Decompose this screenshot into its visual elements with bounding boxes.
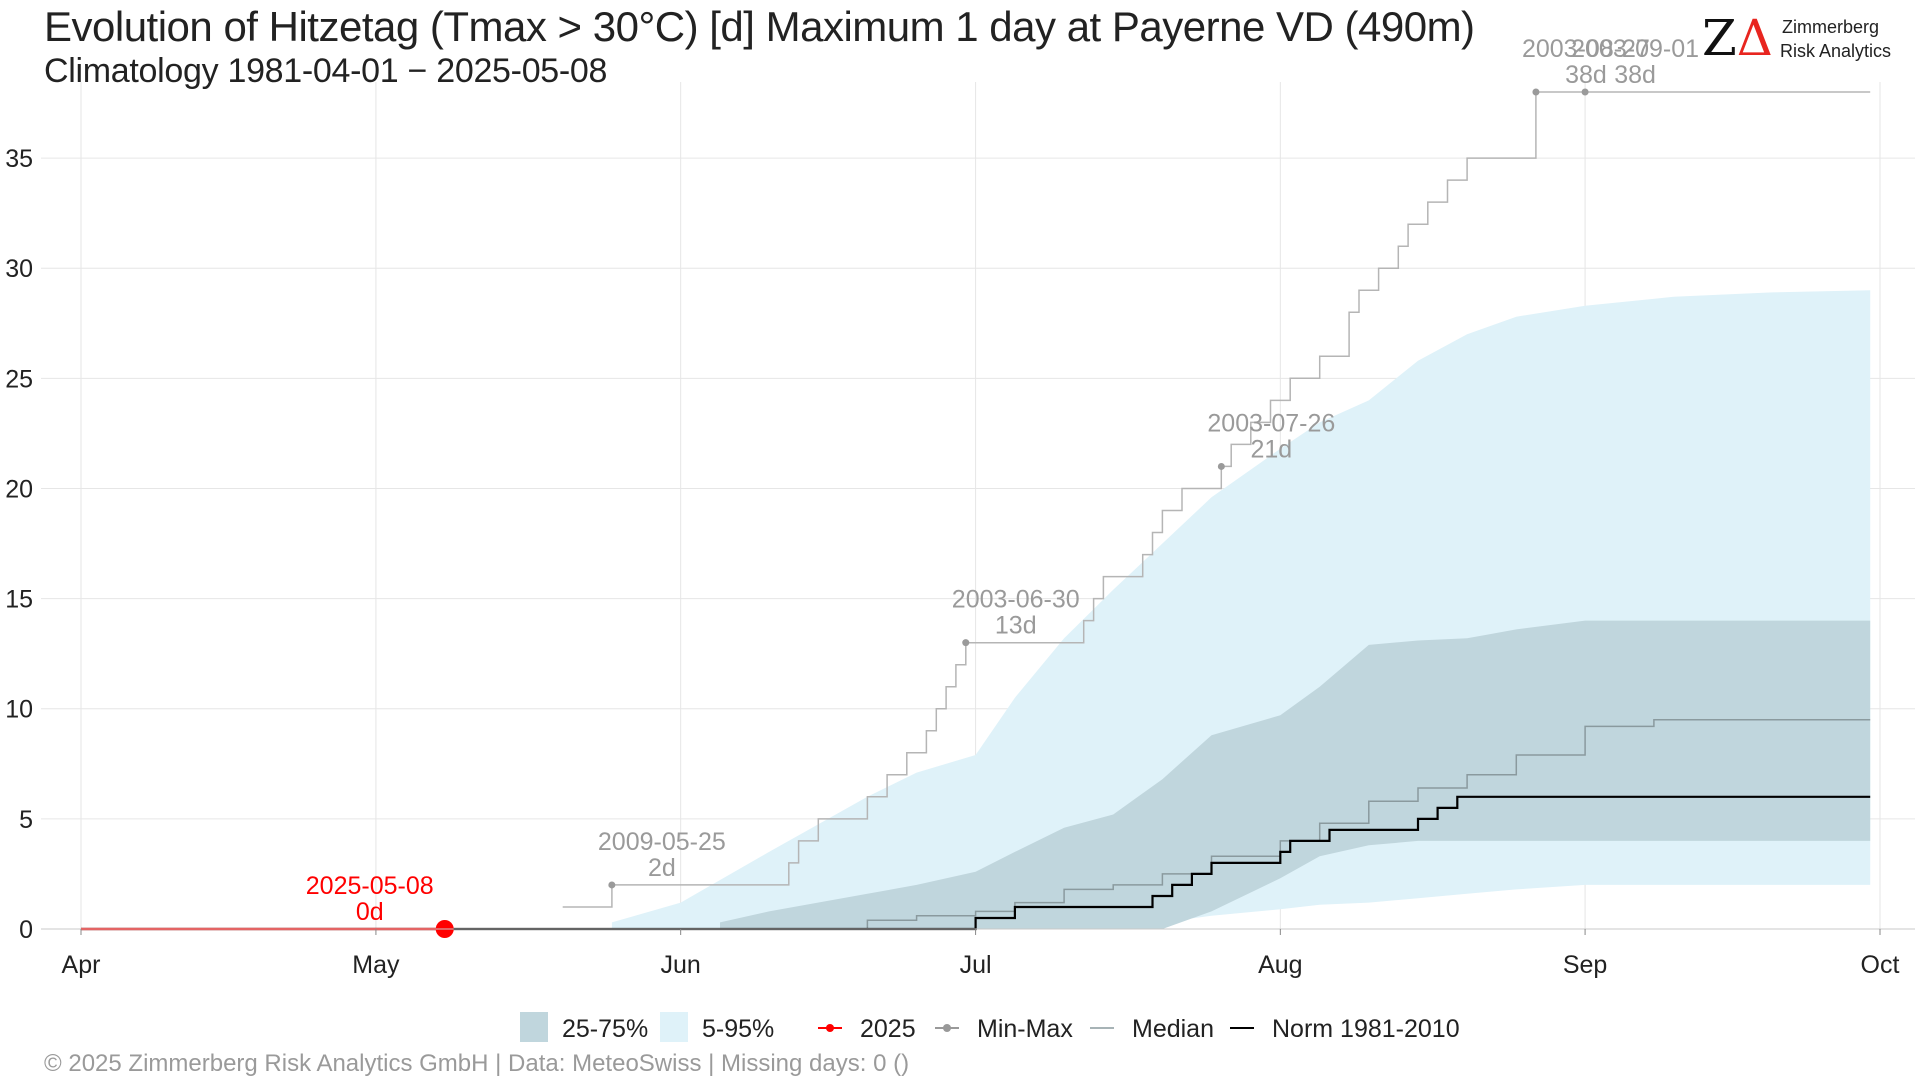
x-tick-label: Oct	[1861, 951, 1900, 979]
annotation-date-label: 2009-05-25	[598, 828, 726, 856]
legend: 25-75% 5-95% 2025 Min-Max Median Norm 1981-20…	[520, 1012, 1460, 1043]
y-tick-label: 10	[5, 696, 33, 724]
legend-swatch-dot-current	[826, 1024, 834, 1032]
annotation-days-label: 13d	[995, 612, 1037, 640]
norm-line	[81, 795, 1871, 931]
legend-swatch-band_25_75	[520, 1012, 548, 1042]
logo-text-line2: Risk Analytics	[1780, 41, 1892, 61]
x-tick-label: Jul	[960, 951, 992, 979]
legend-swatch-band_5_95	[660, 1012, 688, 1042]
legend-label-minmax: Min-Max	[977, 1015, 1073, 1043]
y-tick-label: 0	[19, 916, 33, 944]
annotation-marker	[962, 639, 970, 647]
annotation-days-label: 21d	[1250, 435, 1292, 463]
legend-label-band_5_95: 5-95%	[702, 1015, 774, 1043]
median-series	[818, 719, 1871, 930]
legend-label-median: Median	[1132, 1015, 1214, 1043]
x-tick-label: Aug	[1258, 951, 1302, 979]
annotation-marker	[608, 881, 616, 889]
annotation-date-label: 2025-05-08	[306, 872, 434, 900]
annotation-days-label: 0d	[356, 898, 384, 926]
norm-series	[81, 795, 1871, 931]
annotation-date-label: 2003-06-30	[952, 586, 1080, 614]
footer-credit: © 2025 Zimmerberg Risk Analytics GmbH | …	[44, 1050, 910, 1077]
legend-label-current: 2025	[860, 1015, 916, 1043]
annotation-marker	[1532, 88, 1540, 96]
chart-subtitle: Climatology 1981-04-01 − 2025-05-08	[44, 52, 608, 90]
annotation-marker	[1581, 88, 1589, 96]
x-tick-label: Apr	[62, 951, 101, 979]
x-tick-label: May	[352, 951, 400, 979]
y-tick-label: 35	[5, 145, 33, 173]
annotation-days-label: 38d	[1614, 61, 1656, 89]
legend-label-band_25_75: 25-75%	[562, 1015, 648, 1043]
annotation-days-label: 2d	[648, 854, 676, 882]
legend-swatch-dot-minmax	[943, 1024, 951, 1032]
annotation-date-label: 2003-08-27	[1522, 35, 1650, 63]
logo-mark-icon: ZΔ	[1702, 9, 1773, 67]
axes: 0 5 10 15 20 25 30 35 Apr May Jun Jul Aug Sep Oct	[5, 145, 1915, 979]
y-tick-label: 15	[5, 586, 33, 614]
annotation-days-label: 38d	[1565, 61, 1607, 89]
x-tick-label: Jun	[661, 951, 701, 979]
company-logo: ZΔ Zimmerberg Risk Analytics	[1702, 8, 1912, 68]
chart-title: Evolution of Hitzetag (Tmax > 30°C) [d] …	[44, 3, 1475, 50]
annotation-date-label: 2003-09-01	[1571, 35, 1699, 63]
legend-label-norm: Norm 1981-2010	[1272, 1015, 1460, 1043]
annotation-marker	[1217, 462, 1225, 470]
band-25-75	[720, 620, 1871, 929]
annotation-date-label: 2003-07-26	[1207, 409, 1335, 437]
minmax-series	[562, 91, 1871, 908]
x-tick-label: Sep	[1563, 951, 1607, 979]
y-tick-label: 20	[5, 475, 33, 503]
minmax-line	[562, 91, 1871, 908]
logo-text-line1: Zimmerberg	[1782, 17, 1880, 37]
y-tick-label: 25	[5, 365, 33, 393]
band-25-75-area	[720, 620, 1871, 929]
y-tick-label: 5	[19, 806, 33, 834]
median-line	[818, 719, 1871, 930]
y-tick-label: 30	[5, 255, 33, 283]
